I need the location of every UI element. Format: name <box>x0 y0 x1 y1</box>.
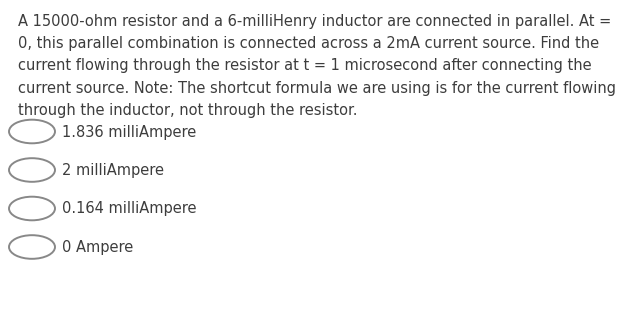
Text: 2 milliAmpere: 2 milliAmpere <box>62 163 164 178</box>
Text: 0.164 milliAmpere: 0.164 milliAmpere <box>62 202 196 216</box>
Text: 1.836 milliAmpere: 1.836 milliAmpere <box>62 124 196 140</box>
Text: 0 Ampere: 0 Ampere <box>62 240 133 255</box>
Text: A 15000-ohm resistor and a 6-milliHenry inductor are connected in parallel. At =: A 15000-ohm resistor and a 6-milliHenry … <box>18 14 616 118</box>
